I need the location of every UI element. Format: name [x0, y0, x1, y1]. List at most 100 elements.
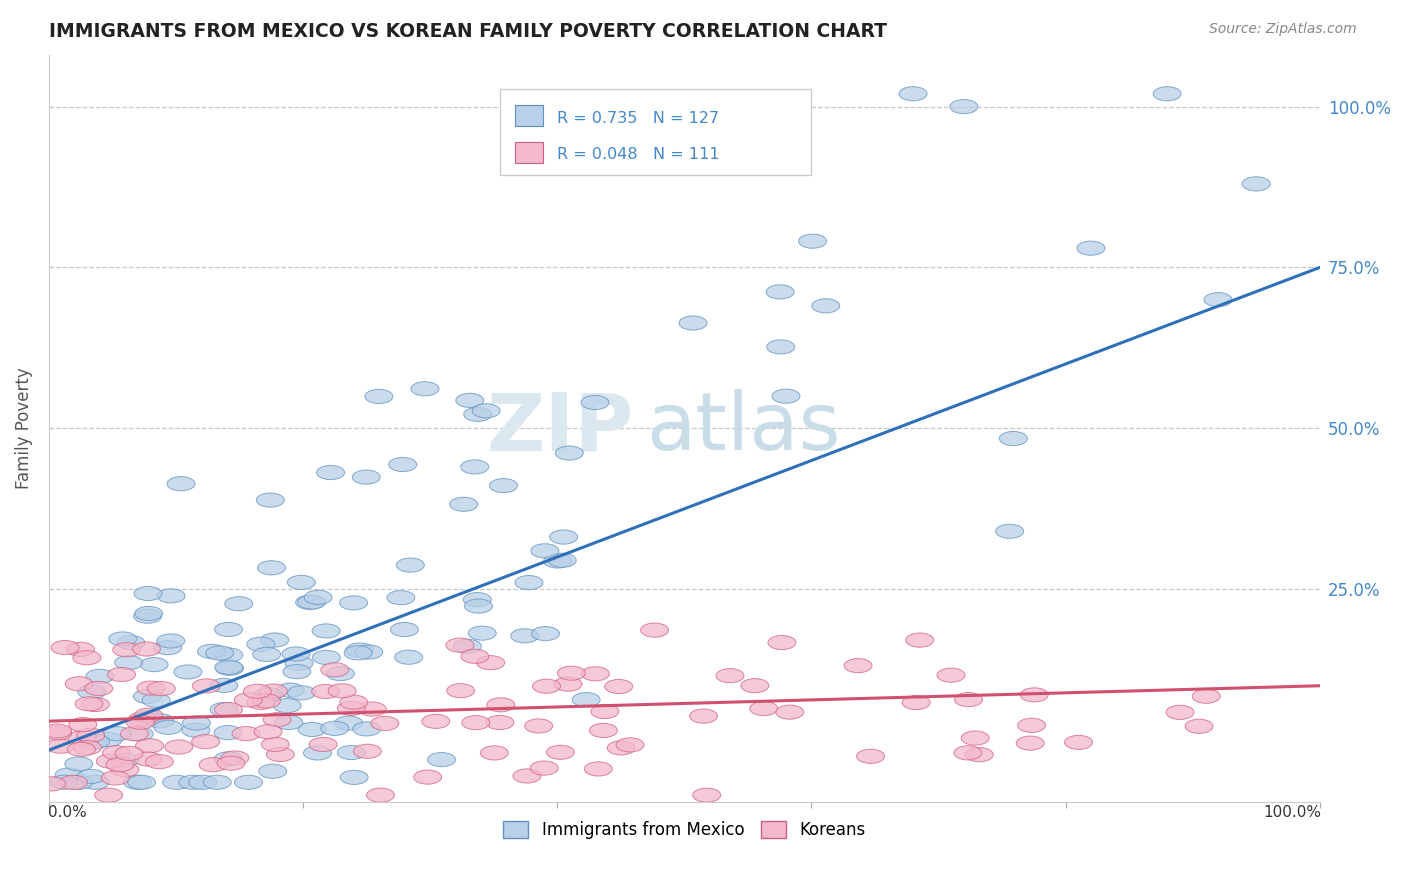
Ellipse shape: [766, 285, 794, 299]
Ellipse shape: [142, 693, 170, 707]
Ellipse shape: [766, 340, 794, 354]
Ellipse shape: [283, 665, 311, 679]
Text: R = 0.048   N = 111: R = 0.048 N = 111: [557, 147, 720, 162]
Ellipse shape: [132, 642, 160, 657]
Ellipse shape: [101, 771, 129, 785]
Ellipse shape: [260, 633, 288, 647]
Ellipse shape: [353, 722, 381, 736]
Ellipse shape: [73, 650, 101, 665]
Ellipse shape: [298, 723, 326, 737]
Ellipse shape: [82, 698, 110, 712]
Ellipse shape: [77, 728, 104, 742]
Ellipse shape: [257, 561, 285, 574]
Text: atlas: atlas: [647, 389, 841, 467]
Ellipse shape: [165, 740, 193, 754]
Ellipse shape: [183, 716, 211, 730]
Ellipse shape: [513, 769, 541, 783]
Ellipse shape: [450, 497, 478, 511]
Ellipse shape: [1000, 432, 1028, 446]
Ellipse shape: [287, 686, 315, 700]
Ellipse shape: [134, 752, 162, 766]
Ellipse shape: [73, 740, 101, 755]
Ellipse shape: [1204, 293, 1232, 307]
Ellipse shape: [557, 666, 585, 681]
Ellipse shape: [111, 753, 139, 767]
Ellipse shape: [141, 657, 169, 672]
Ellipse shape: [391, 623, 419, 637]
Ellipse shape: [581, 395, 609, 409]
Ellipse shape: [337, 746, 366, 760]
Ellipse shape: [253, 648, 281, 662]
Ellipse shape: [582, 666, 609, 681]
Ellipse shape: [46, 739, 75, 753]
Ellipse shape: [214, 725, 242, 739]
Ellipse shape: [607, 740, 636, 755]
Ellipse shape: [235, 693, 263, 707]
Ellipse shape: [453, 640, 481, 653]
Ellipse shape: [135, 607, 163, 621]
Ellipse shape: [254, 724, 283, 739]
Ellipse shape: [1241, 177, 1270, 191]
Ellipse shape: [716, 669, 744, 682]
Ellipse shape: [641, 623, 668, 637]
Ellipse shape: [204, 775, 231, 789]
Ellipse shape: [340, 695, 368, 709]
Ellipse shape: [67, 742, 96, 756]
Ellipse shape: [135, 739, 163, 753]
Ellipse shape: [263, 713, 291, 727]
Ellipse shape: [354, 645, 382, 659]
Ellipse shape: [844, 658, 872, 673]
Ellipse shape: [215, 648, 243, 662]
Ellipse shape: [335, 716, 363, 731]
Ellipse shape: [205, 646, 233, 660]
Ellipse shape: [247, 695, 276, 709]
Ellipse shape: [174, 665, 202, 679]
FancyBboxPatch shape: [516, 142, 543, 163]
Ellipse shape: [191, 735, 219, 748]
Text: Source: ZipAtlas.com: Source: ZipAtlas.com: [1209, 22, 1357, 37]
Ellipse shape: [115, 747, 143, 761]
Ellipse shape: [121, 727, 149, 741]
Ellipse shape: [69, 717, 97, 731]
Ellipse shape: [962, 731, 990, 745]
Ellipse shape: [145, 755, 173, 769]
Ellipse shape: [486, 715, 513, 730]
Ellipse shape: [59, 775, 87, 789]
Ellipse shape: [679, 316, 707, 330]
Ellipse shape: [49, 775, 77, 789]
Ellipse shape: [768, 635, 796, 649]
Ellipse shape: [157, 634, 184, 648]
Ellipse shape: [108, 632, 136, 646]
Ellipse shape: [44, 726, 72, 740]
Ellipse shape: [799, 234, 827, 248]
Ellipse shape: [75, 697, 103, 711]
Ellipse shape: [312, 684, 340, 698]
Ellipse shape: [97, 754, 124, 768]
Ellipse shape: [86, 669, 114, 683]
Ellipse shape: [259, 684, 287, 698]
Ellipse shape: [605, 680, 633, 694]
Ellipse shape: [112, 643, 141, 657]
Ellipse shape: [353, 744, 381, 758]
Ellipse shape: [82, 775, 110, 789]
Ellipse shape: [898, 87, 927, 101]
Ellipse shape: [548, 553, 576, 567]
Ellipse shape: [693, 788, 721, 802]
Ellipse shape: [950, 100, 977, 113]
Ellipse shape: [585, 762, 612, 776]
Ellipse shape: [135, 708, 163, 723]
Ellipse shape: [811, 299, 839, 313]
Ellipse shape: [94, 788, 122, 802]
Ellipse shape: [533, 679, 561, 693]
Ellipse shape: [193, 679, 221, 693]
Ellipse shape: [298, 595, 326, 609]
Ellipse shape: [135, 711, 163, 725]
Ellipse shape: [108, 667, 135, 681]
Ellipse shape: [115, 656, 142, 670]
Ellipse shape: [1064, 735, 1092, 749]
Ellipse shape: [79, 736, 107, 749]
Ellipse shape: [287, 575, 315, 590]
Ellipse shape: [510, 629, 538, 643]
Ellipse shape: [128, 775, 156, 789]
Ellipse shape: [544, 554, 572, 568]
